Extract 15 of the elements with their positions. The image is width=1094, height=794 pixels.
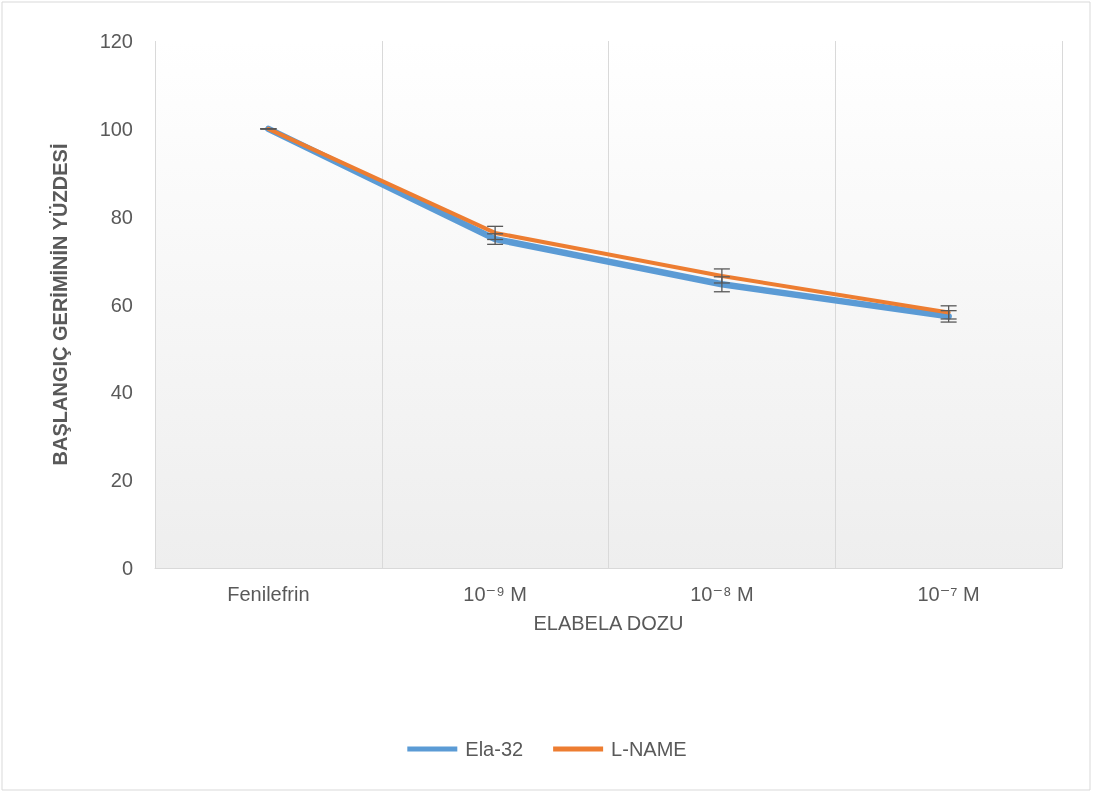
legend-label: L-NAME	[611, 738, 687, 760]
legend-label: Ela-32	[465, 738, 524, 760]
y-tick-label: 100	[99, 117, 133, 140]
y-tick-label: 60	[110, 293, 133, 316]
y-axis-title: BAŞLANGIÇ GERİMİNİN YÜZDESİ	[49, 143, 71, 466]
y-tick-label: 0	[121, 557, 133, 579]
x-tick-label: 10⁻⁷ M	[917, 583, 980, 605]
y-tick-label: 20	[110, 469, 133, 492]
x-axis-title: ELABELA DOZU	[533, 612, 684, 634]
y-tick-label: 120	[99, 30, 133, 52]
x-tick-label: Fenilefrin	[227, 583, 310, 605]
x-tick-label: 10⁻⁸ M	[690, 583, 754, 605]
x-tick-label: 10⁻⁹ M	[463, 583, 527, 605]
y-tick-label: 40	[110, 381, 133, 404]
y-tick-label: 80	[110, 205, 133, 228]
